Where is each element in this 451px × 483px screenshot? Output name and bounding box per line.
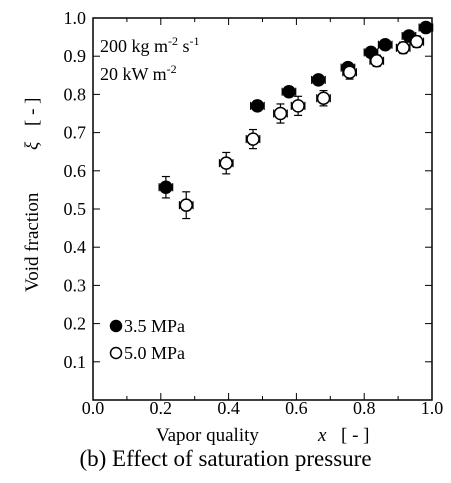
legend-marker-filled <box>109 319 123 333</box>
point-5-0-mpa <box>409 34 425 49</box>
x-tick-label: 1.0 <box>421 398 444 418</box>
legend-label-5-0-mpa: 5.0 MPa <box>124 343 185 363</box>
y-tick-label: 0.2 <box>64 314 87 334</box>
point-5-0-mpa <box>316 89 331 107</box>
y-tick-labels: 0.1 0.2 0.3 0.4 0.5 0.6 0.7 0.8 0.9 1.0 <box>64 8 87 372</box>
legend-label-3-5-mpa: 3.5 MPa <box>124 316 185 336</box>
point-3-5-mpa <box>377 37 393 52</box>
axis-ticks <box>92 17 433 401</box>
y-tick-label: 0.5 <box>64 199 87 219</box>
x-tick-label: 0.6 <box>285 398 308 418</box>
y-axis-symbol: ξ <box>22 141 43 150</box>
y-tick-label: 0.3 <box>64 275 87 295</box>
x-tick-label: 0.0 <box>82 398 105 418</box>
marker-open <box>396 41 410 55</box>
y-axis-title: Void fraction ξ [ - ] <box>22 98 43 292</box>
marker-filled <box>159 180 173 194</box>
marker-open <box>342 65 357 79</box>
x-axis-label: Vapor quality <box>156 425 259 446</box>
condition-line-2: 20 kW m-2 <box>100 62 177 84</box>
marker-filled <box>250 99 265 113</box>
marker-filled <box>378 37 392 52</box>
legend-marker-open <box>109 346 123 360</box>
marker-open <box>409 34 424 49</box>
condition-line-1: 200 kg m-2 s-1 <box>100 34 200 56</box>
y-tick-label: 0.7 <box>64 123 87 143</box>
legend: 3.5 MPa 5.0 MPa <box>109 316 185 363</box>
x-axis-symbol: x <box>317 425 327 446</box>
chart: 0.0 0.2 0.4 0.6 0.8 1.0 0.1 0.2 0.3 0.4 0.5 0.6 0.7… <box>22 8 444 446</box>
x-tick-label: 0.4 <box>217 398 240 418</box>
marker-filled <box>419 20 433 35</box>
point-3-5-mpa <box>250 99 265 113</box>
x-axis-unit: [ - ] <box>341 425 369 446</box>
x-tick-label: 0.2 <box>150 398 173 418</box>
y-tick-label: 0.1 <box>64 352 87 372</box>
marker-open <box>273 106 288 121</box>
marker-open <box>316 91 331 105</box>
y-axis-unit: [ - ] <box>22 98 43 126</box>
marker-open <box>369 54 384 68</box>
point-5-0-mpa <box>395 41 411 55</box>
y-tick-label: 1.0 <box>64 8 87 28</box>
figure-caption: (b) Effect of saturation pressure <box>79 446 372 471</box>
point-5-0-mpa <box>178 191 194 220</box>
y-tick-label: 0.4 <box>64 237 87 257</box>
point-3-5-mpa <box>158 175 174 199</box>
data-marks <box>158 20 434 220</box>
point-5-0-mpa <box>290 95 306 117</box>
y-tick-label: 0.6 <box>64 161 87 181</box>
x-tick-label: 0.8 <box>353 398 376 418</box>
x-axis-title: Vapor quality x [ - ] <box>156 425 369 446</box>
marker-open <box>179 198 193 212</box>
point-5-0-mpa <box>218 151 234 175</box>
point-3-5-mpa <box>311 73 326 87</box>
marker-filled <box>282 84 296 99</box>
point-3-5-mpa <box>418 20 434 35</box>
point-5-0-mpa <box>369 54 385 68</box>
marker-filled <box>311 73 326 87</box>
y-tick-label: 0.9 <box>64 46 87 66</box>
point-5-0-mpa <box>273 103 288 124</box>
marker-open <box>291 99 305 113</box>
marker-open <box>219 156 233 170</box>
y-axis-label: Void fraction <box>22 192 43 292</box>
point-5-0-mpa <box>342 64 358 80</box>
y-tick-label: 0.8 <box>64 84 87 104</box>
point-3-5-mpa <box>281 84 297 99</box>
marker-open <box>246 132 260 146</box>
x-tick-labels: 0.0 0.2 0.4 0.6 0.8 1.0 <box>82 398 444 418</box>
point-5-0-mpa <box>245 128 261 150</box>
